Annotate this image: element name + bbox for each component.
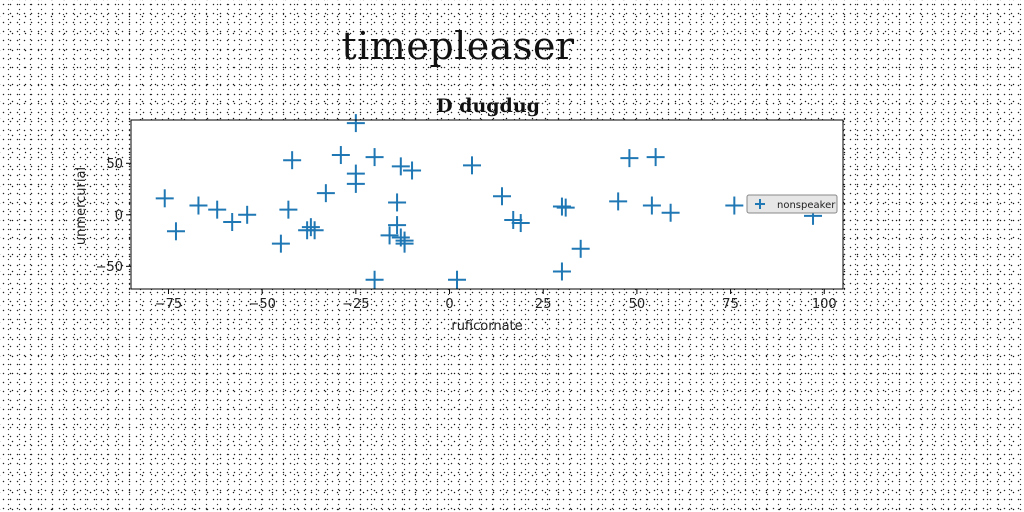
x-tick-label: −75 xyxy=(155,297,182,312)
plot-area xyxy=(131,120,843,289)
data-markers xyxy=(155,114,823,289)
page-title: timepleaser xyxy=(341,24,575,68)
x-tick-label: 100 xyxy=(812,297,837,312)
data-point xyxy=(448,270,467,289)
data-point xyxy=(725,196,744,215)
data-point xyxy=(388,193,407,212)
data-point xyxy=(346,114,365,133)
data-point xyxy=(316,184,335,203)
x-tick-label: 25 xyxy=(535,297,552,312)
data-point xyxy=(504,210,523,229)
plot-frame xyxy=(130,119,844,290)
y-axis-label: unmercurial xyxy=(74,167,89,245)
data-point xyxy=(305,221,324,240)
y-tick-label: 0 xyxy=(115,208,123,223)
data-point xyxy=(403,161,422,180)
x-tick-label: −25 xyxy=(342,297,369,312)
legend-marker-icon xyxy=(755,199,765,209)
data-point xyxy=(331,146,350,165)
data-point xyxy=(365,148,384,167)
data-point xyxy=(391,157,410,176)
data-point xyxy=(365,270,384,289)
data-point xyxy=(283,151,302,170)
data-point xyxy=(301,218,320,237)
data-point xyxy=(609,192,628,211)
y-tick-label: −50 xyxy=(96,260,123,275)
data-point xyxy=(642,196,661,215)
x-axis-label: ruficornate xyxy=(451,319,522,334)
x-tick-label: −50 xyxy=(248,297,275,312)
data-point xyxy=(552,197,571,216)
data-point xyxy=(238,205,257,224)
data-point xyxy=(189,196,208,215)
data-point xyxy=(556,198,575,217)
data-point xyxy=(166,222,185,241)
legend-box xyxy=(746,194,838,214)
chart-title: D dugdug xyxy=(436,95,540,117)
x-tick-label: 75 xyxy=(722,297,739,312)
y-tick-label: 50 xyxy=(106,157,123,172)
legend-label: nonspeaker xyxy=(777,200,836,211)
data-point xyxy=(279,200,298,219)
data-point xyxy=(346,164,365,183)
data-point xyxy=(552,262,571,281)
legend: nonspeaker xyxy=(746,194,838,214)
legend-plus-marker xyxy=(755,199,765,209)
data-point xyxy=(380,226,399,245)
data-point xyxy=(208,200,227,219)
data-point xyxy=(620,149,639,168)
data-point xyxy=(492,187,511,206)
data-point xyxy=(223,213,242,232)
data-point xyxy=(571,239,590,258)
y-axis-ticks: −50 0 50 xyxy=(96,157,131,275)
data-point xyxy=(511,214,530,233)
data-point xyxy=(646,148,665,167)
data-point xyxy=(388,216,407,235)
data-point xyxy=(661,203,680,222)
data-point xyxy=(395,234,414,253)
x-tick-label: 0 xyxy=(445,297,453,312)
data-point xyxy=(271,234,290,253)
data-point xyxy=(155,189,174,208)
x-tick-label: 50 xyxy=(629,297,646,312)
x-axis-ticks: −75 −50 −25 0 25 50 75 100 xyxy=(155,289,837,312)
data-point xyxy=(463,156,482,175)
